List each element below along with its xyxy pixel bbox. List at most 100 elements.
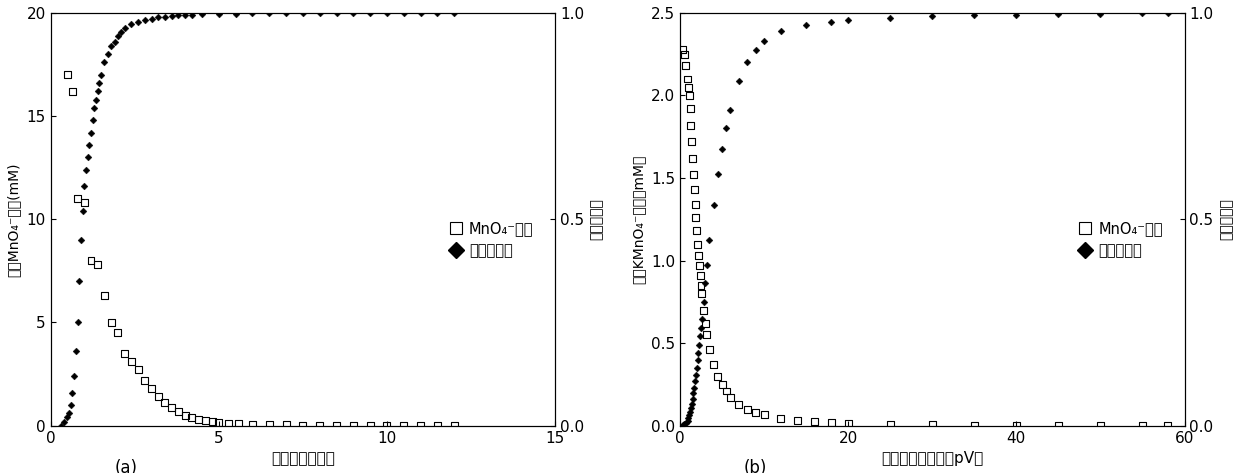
Point [686, 214, 706, 221]
Point [720, 106, 740, 114]
Point [243, 420, 263, 428]
Point [410, 421, 430, 429]
Point [155, 13, 175, 20]
Y-axis label: 释放百分比: 释放百分比 [1219, 198, 1233, 240]
Point [687, 364, 707, 372]
Point [821, 419, 841, 427]
Point [94, 292, 114, 299]
Point [687, 227, 707, 235]
Point [693, 307, 713, 314]
Point [686, 201, 706, 208]
Point [175, 412, 195, 419]
Point [738, 405, 758, 413]
Point [161, 12, 181, 19]
Point [104, 38, 124, 45]
Point [135, 377, 155, 384]
Point [672, 421, 692, 429]
Point [182, 413, 202, 421]
Point [155, 399, 175, 407]
Point [691, 272, 711, 279]
Point [691, 324, 711, 332]
Point [771, 27, 791, 35]
Point [689, 262, 709, 269]
Point [1132, 422, 1152, 429]
Point [55, 418, 74, 425]
Point [688, 240, 708, 248]
Point [838, 17, 858, 24]
Point [1158, 422, 1178, 429]
Point [678, 414, 698, 422]
Point [684, 186, 704, 193]
Point [683, 395, 703, 403]
Point [114, 25, 134, 32]
Legend: MnO₄⁻浓度, 释放百分比: MnO₄⁻浓度, 释放百分比 [1075, 217, 1167, 263]
Point [66, 348, 86, 355]
Point [128, 366, 148, 374]
Point [681, 404, 701, 412]
Point [202, 418, 222, 425]
Point [361, 9, 381, 17]
Point [219, 420, 239, 427]
Point [78, 154, 98, 161]
Point [208, 419, 228, 426]
Point [745, 46, 765, 54]
Point [141, 15, 161, 23]
Point [62, 88, 82, 95]
Point [88, 261, 108, 269]
X-axis label: 过水柱孔隙体积: 过水柱孔隙体积 [270, 451, 335, 466]
Point [745, 409, 765, 416]
Point [692, 315, 712, 323]
Point [428, 9, 448, 17]
Point [122, 21, 141, 28]
Point [692, 290, 712, 298]
Point [94, 59, 114, 66]
Point [277, 9, 296, 17]
Point [135, 16, 155, 24]
Point [696, 319, 715, 327]
Point [88, 88, 108, 95]
Point [188, 416, 208, 423]
Point [688, 357, 708, 364]
Point [444, 9, 464, 17]
Point [677, 75, 697, 83]
Point [691, 333, 711, 340]
Point [684, 384, 704, 392]
Point [681, 408, 701, 416]
Point [838, 420, 858, 427]
Point [683, 390, 703, 397]
Point [821, 18, 841, 26]
Point [62, 389, 82, 396]
Point [122, 358, 141, 366]
Point [64, 372, 84, 380]
Point [229, 420, 249, 428]
Point [182, 11, 202, 18]
Point [965, 421, 985, 429]
Point [923, 421, 942, 429]
Point [310, 9, 330, 17]
Point [681, 105, 701, 113]
Point [60, 410, 79, 417]
Point [697, 331, 717, 339]
Point [112, 28, 131, 35]
Point [704, 201, 724, 209]
Point [326, 9, 346, 17]
Point [675, 420, 694, 428]
Point [51, 422, 71, 429]
Point [683, 171, 703, 178]
Point [84, 104, 104, 112]
Point [81, 129, 100, 136]
Point [681, 122, 701, 129]
Point [428, 421, 448, 429]
Point [326, 421, 346, 429]
Point [57, 71, 77, 79]
Point [696, 280, 715, 287]
Point [169, 407, 188, 415]
Point [754, 411, 774, 419]
Point [196, 417, 216, 424]
Point [729, 77, 749, 85]
Point [682, 138, 702, 146]
X-axis label: 过水柱孔隙体积（pV）: 过水柱孔隙体积（pV） [882, 451, 983, 466]
Point [805, 418, 825, 425]
Point [686, 378, 706, 385]
Point [69, 277, 89, 285]
